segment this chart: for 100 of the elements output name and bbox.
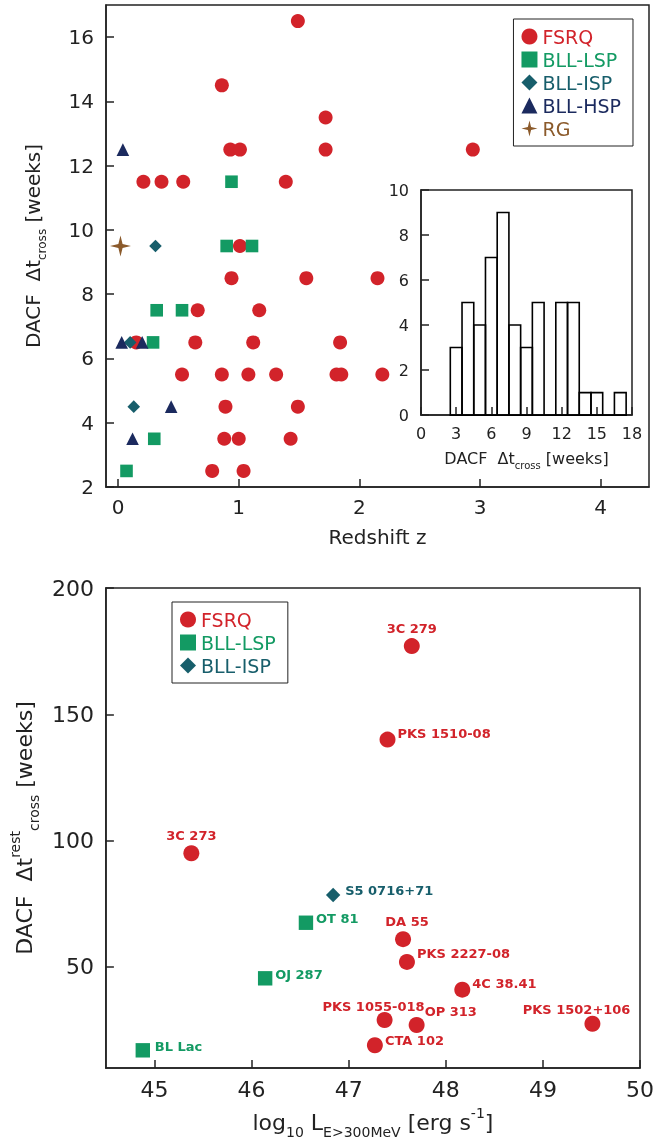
point [205, 463, 220, 478]
point [164, 400, 178, 413]
point [175, 367, 190, 382]
legend-label: BLL-ISP [542, 71, 613, 94]
x-tick-label: 49 [528, 1076, 557, 1102]
x-tick-label: 50 [626, 1076, 654, 1102]
annotation: OP 313 [424, 1003, 477, 1019]
point [257, 971, 273, 986]
y-axis-title: DACF Δtrestcross [weeks] [7, 701, 42, 955]
annotation: PKS 1510-08 [397, 726, 491, 742]
point [454, 981, 471, 998]
point [241, 367, 256, 382]
x-tick-label: 0 [415, 423, 427, 443]
x-tick-label: 3 [473, 495, 487, 519]
point [120, 464, 133, 478]
x-tick-label: 0 [111, 495, 125, 519]
point [299, 271, 314, 286]
annotation: CTA 102 [384, 1032, 445, 1048]
point [333, 335, 348, 350]
x-tick-label: 6 [486, 423, 497, 443]
point [370, 271, 385, 286]
y-tick-label: 14 [68, 89, 94, 114]
y-tick-label: 150 [51, 701, 94, 727]
annotation: PKS 2227-08 [416, 946, 511, 962]
y-tick-label: 100 [51, 828, 94, 854]
point [150, 303, 163, 317]
point [175, 303, 189, 317]
point [190, 303, 205, 318]
y-tick-label: 50 [65, 954, 94, 980]
x-tick-label: 48 [431, 1076, 460, 1102]
point [146, 336, 160, 349]
point [214, 78, 229, 93]
point [147, 432, 161, 446]
x-tick-label: 12 [551, 423, 572, 443]
y-tick-label: 12 [68, 153, 94, 178]
point [176, 174, 191, 189]
legend-label: BLL-LSP [201, 631, 276, 654]
point [318, 110, 333, 125]
y-tick-label: 8 [81, 282, 94, 307]
y-tick-label: 10 [68, 217, 94, 242]
annotation: PKS 1055-018 [322, 998, 425, 1014]
point [188, 335, 203, 350]
x-tick-label: 46 [237, 1076, 266, 1102]
x-tick-label: 18 [621, 423, 643, 443]
point [465, 142, 480, 157]
point [379, 731, 396, 748]
legend-label: BLL-LSP [542, 48, 618, 71]
point [220, 239, 233, 253]
point [127, 400, 141, 413]
point [214, 367, 229, 382]
point [135, 1043, 150, 1058]
point [408, 1017, 425, 1034]
x-tick-label: 45 [140, 1076, 169, 1102]
point [398, 953, 415, 970]
point [109, 235, 131, 257]
annotation: 4C 38.41 [472, 976, 537, 992]
legend-label: FSRQ [542, 25, 594, 48]
annotation: OJ 287 [275, 966, 323, 982]
x-tick-label: 15 [586, 423, 608, 443]
y-tick-label: 2 [81, 475, 94, 499]
y-tick-label: 0 [398, 405, 409, 425]
x-tick-label: 1 [232, 495, 246, 519]
point [116, 143, 130, 156]
point [290, 14, 305, 29]
point [126, 432, 139, 446]
point [115, 336, 128, 349]
point [232, 239, 247, 253]
point [236, 463, 251, 478]
y-tick-label: 4 [398, 315, 409, 335]
y-axis-title: DACF Δtcross [weeks] [21, 143, 49, 349]
x-tick-label: 2 [353, 495, 366, 519]
y-tick-label: 16 [68, 25, 94, 50]
point [183, 845, 200, 862]
y-tick-label: 6 [398, 270, 409, 290]
point [154, 174, 169, 189]
legend-label: FSRQ [201, 608, 252, 631]
annotation: S5 0716+71 [345, 883, 434, 899]
x-tick-label: 47 [334, 1076, 363, 1102]
point [123, 336, 137, 349]
point [224, 271, 239, 286]
y-tick-label: 8 [398, 225, 409, 245]
y-tick-label: 10 [388, 180, 409, 200]
point [218, 399, 233, 414]
point [375, 367, 390, 382]
point [135, 336, 149, 349]
y-tick-label: 2 [398, 360, 409, 380]
point [225, 175, 238, 189]
point [298, 915, 314, 930]
y-tick-label: 6 [81, 346, 94, 371]
point [395, 931, 412, 948]
point [231, 431, 246, 446]
point [217, 431, 232, 446]
point [584, 1015, 601, 1032]
y-tick-label: 200 [51, 575, 94, 601]
annotation: 3C 279 [386, 620, 437, 636]
legend-label: BLL-ISP [201, 654, 271, 677]
point [290, 399, 305, 414]
x-tick-label: 9 [521, 423, 532, 443]
point [366, 1037, 383, 1054]
annotation: 3C 273 [166, 827, 217, 843]
